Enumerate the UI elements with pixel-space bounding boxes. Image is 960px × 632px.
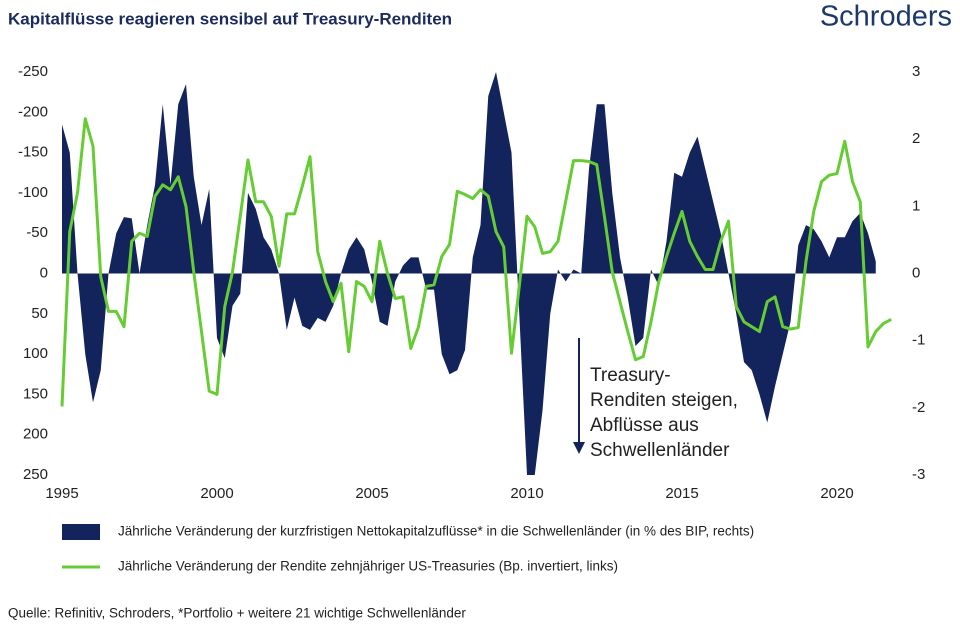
y2-tick-label: 1 — [912, 197, 920, 214]
annotation-text: Schwellenländer — [590, 440, 730, 461]
annotation-text: Renditen steigen, — [590, 390, 738, 411]
area — [62, 72, 876, 475]
y-tick-label: -150 — [18, 144, 48, 161]
y-tick-label: -200 — [18, 103, 48, 120]
x-tick-label: 2015 — [665, 485, 698, 502]
y2-tick-label: 0 — [912, 264, 920, 281]
annotation-arrowhead — [573, 442, 585, 454]
y-tick-label: 0 — [40, 264, 48, 281]
y-tick-label: 100 — [23, 345, 48, 362]
x-tick-label: 1995 — [45, 485, 78, 502]
y-tick-label: -50 — [26, 224, 48, 241]
logo: Schroders — [820, 1, 952, 33]
source-note: Quelle: Refinitiv, Schroders, *Portfolio… — [8, 606, 466, 621]
legend-swatch — [62, 524, 100, 540]
annotation-text: Treasury- — [590, 365, 671, 386]
y2-tick-label: 3 — [912, 63, 920, 80]
y-tick-label: -100 — [18, 184, 48, 201]
y2-tick-label: 2 — [912, 130, 920, 147]
y-tick-label: 50 — [31, 305, 48, 322]
y2-tick-label: -2 — [912, 399, 925, 416]
x-tick-label: 2010 — [510, 485, 543, 502]
y-tick-label: 200 — [23, 426, 48, 443]
x-tick-label: 2000 — [200, 485, 233, 502]
line — [60, 117, 892, 407]
legend-label: Jährliche Veränderung der Rendite zehnjä… — [118, 559, 618, 574]
chart-title: Kapitalflüsse reagieren sensibel auf Tre… — [8, 9, 452, 28]
x-tick-label: 2005 — [355, 485, 388, 502]
y-tick-label: 250 — [23, 466, 48, 483]
y-tick-label: 150 — [23, 385, 48, 402]
y2-tick-label: -1 — [912, 332, 925, 349]
x-tick-label: 2020 — [820, 485, 853, 502]
annotation-text: Abflüsse aus — [590, 415, 699, 436]
y-tick-label: -250 — [18, 63, 48, 80]
y2-tick-label: -3 — [912, 466, 925, 483]
legend-label: Jährliche Veränderung der kurzfristigen … — [118, 524, 754, 539]
